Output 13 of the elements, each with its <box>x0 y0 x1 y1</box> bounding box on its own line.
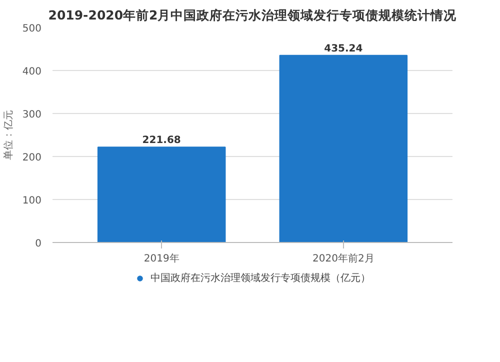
y-tick-label: 200 <box>22 152 42 164</box>
y-tick-label: 400 <box>22 66 42 78</box>
x-tick-label: 2019年 <box>144 252 180 264</box>
legend-label: 中国政府在污水治理领域发行专项债规模（亿元） <box>150 272 370 285</box>
y-axis-title: 单位：亿元 <box>2 110 14 160</box>
x-tick-label: 2020年前2月 <box>312 252 374 264</box>
y-tick-label: 100 <box>22 196 42 206</box>
chart-title: 2019-2020年前2月中国政府在污水治理领域发行专项债规模统计情况 <box>48 8 458 22</box>
data-label: 221.68 <box>142 135 181 146</box>
y-tick-label: 500 <box>22 24 42 34</box>
data-label: 435.24 <box>324 43 363 54</box>
y-tick-label: 300 <box>22 110 42 120</box>
y-tick-label: 0 <box>35 238 42 250</box>
